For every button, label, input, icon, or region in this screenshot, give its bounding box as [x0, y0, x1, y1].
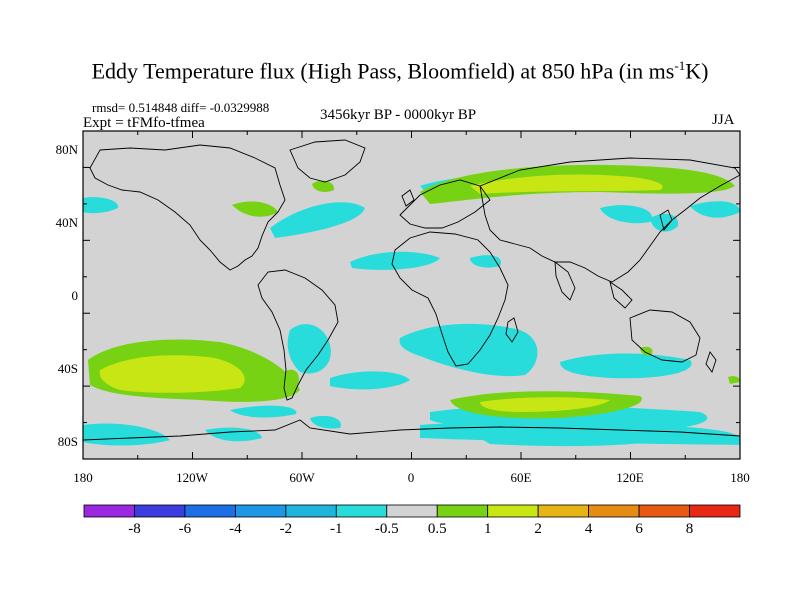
lon-label-60w: 60W — [289, 470, 315, 485]
coastlines — [83, 139, 740, 441]
coastline-africa — [391, 231, 509, 367]
coastline-south-america — [257, 269, 339, 401]
colorbar-swatch — [638, 504, 690, 518]
colorbar-label: 8 — [685, 521, 694, 537]
coastline-australia — [629, 309, 701, 363]
anomaly-cyan-north-atlantic — [270, 202, 365, 238]
period-label: 3456kyr BP - 0000kyr BP — [320, 107, 477, 123]
anomaly-cyan-east-atlantic — [470, 255, 501, 268]
colorbar-label: -2 — [279, 521, 293, 537]
colorbar-label: 1 — [483, 521, 492, 537]
colorbar — [83, 504, 741, 518]
lat-label-40n: 40N — [55, 215, 78, 230]
anomaly-green-greenland — [312, 180, 335, 192]
colorbar-label: -6 — [178, 521, 192, 537]
anomaly-cyan-south-atlantic — [330, 371, 410, 390]
lat-label-80s: 80S — [57, 434, 78, 449]
coastline-antarctica — [83, 419, 740, 441]
coastline-southeast-asia — [609, 280, 633, 309]
anomaly-cyan-southern-africa — [399, 323, 538, 377]
coastline-asia — [479, 157, 740, 283]
colorbar-label: 4 — [584, 521, 593, 537]
anomaly-cyan-south-pacific — [230, 405, 297, 418]
colorbar-swatch — [335, 504, 388, 518]
colorbar-label: -1 — [330, 521, 343, 537]
colorbar-swatch — [234, 504, 287, 518]
anomaly-yellow-eurasia — [470, 174, 663, 194]
colorbar-swatch — [285, 504, 337, 518]
lat-label-80n: 80N — [55, 142, 78, 157]
lon-label-0: 0 — [407, 470, 415, 485]
lon-label-180w: 180 — [73, 470, 93, 485]
colorbar-label: 6 — [635, 521, 643, 537]
anomaly-cyan-south-america — [287, 324, 331, 374]
colorbar-swatch — [689, 504, 741, 518]
anomaly-yellow-southern-ocean — [480, 397, 610, 412]
anomaly-cyan-north-pacific — [600, 205, 652, 224]
coastline-indian-subcontinent — [554, 261, 576, 301]
colorbar-label: 0.5 — [427, 521, 447, 537]
coastline-japan — [659, 209, 673, 231]
colorbar-label: -8 — [128, 521, 141, 537]
lat-label-equator: 0 — [71, 288, 79, 303]
colorbar-swatch — [588, 504, 640, 518]
anomaly-cyan-drake — [310, 415, 341, 429]
anomaly-yellow-south-pacific — [99, 355, 245, 393]
coastline-greenland — [289, 139, 366, 183]
colorbar-swatch — [134, 504, 186, 518]
anomaly-cyan-east-pacific — [690, 201, 740, 218]
coastline-madagascar — [505, 317, 519, 343]
axis-ticks — [82, 130, 741, 460]
lon-label-180e: 180 — [730, 470, 750, 485]
experiment-label: Expt = tFMfo-tfmea — [83, 115, 205, 131]
anomaly-cyan-antarctic-west — [83, 423, 170, 446]
anomaly-cyan-far-west — [83, 197, 119, 214]
colorbar-swatch — [487, 504, 539, 518]
anomaly-green-south-indian — [728, 376, 740, 384]
lon-label-120e: 120E — [616, 470, 644, 485]
anomaly-cyan-antarctic-ice — [480, 435, 660, 447]
lat-label-40s: 40S — [57, 361, 78, 376]
colorbar-swatch — [537, 504, 590, 518]
colorbar-label: 2 — [534, 521, 542, 537]
coastline-uk — [401, 189, 415, 207]
anomaly-green-north-america — [232, 201, 278, 217]
coastline-north-america — [89, 144, 286, 271]
anomaly-cyan-central-atlantic — [350, 251, 440, 270]
lon-label-120w: 120W — [176, 470, 208, 485]
anomaly-cyan-southern-indian — [560, 353, 692, 379]
colorbar-swatch — [83, 504, 135, 518]
anomaly-green-argentina — [285, 369, 299, 387]
chart-title: Eddy Temperature flux (High Pass, Bloomf… — [91, 58, 709, 84]
colorbar-swatch — [386, 504, 438, 518]
colorbar-label: -4 — [229, 521, 242, 537]
stats-label: rmsd= 0.514848 diff= -0.0329988 — [92, 100, 270, 115]
colorbar-label: -0.5 — [374, 521, 399, 537]
lon-label-60e: 60E — [510, 470, 532, 485]
coastline-new-zealand — [705, 351, 717, 373]
colorbar-swatch — [436, 504, 489, 518]
coastline-europe — [399, 179, 491, 229]
colorbar-swatch — [184, 504, 236, 518]
season-label: JJA — [712, 112, 735, 128]
